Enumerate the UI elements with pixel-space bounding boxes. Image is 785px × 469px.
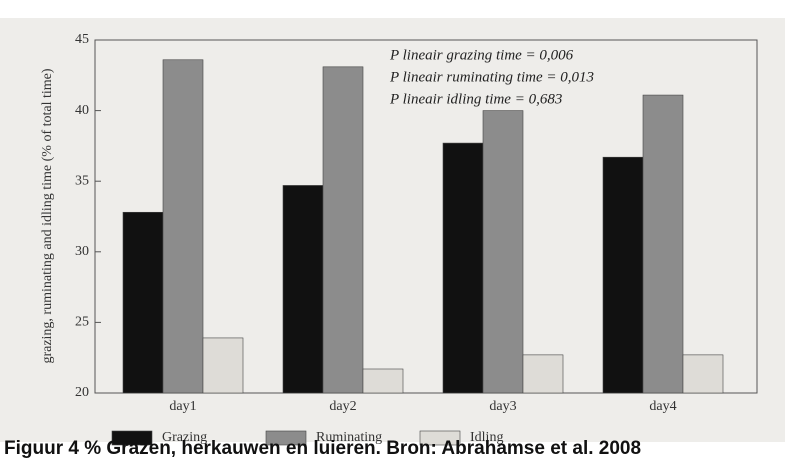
- legend-label: Ruminating: [316, 430, 382, 445]
- y-tick-label: 25: [75, 315, 89, 330]
- y-axis-label: grazing, ruminating and idling time (% o…: [40, 68, 55, 363]
- bar: [482, 110, 524, 394]
- legend-label: Grazing: [162, 430, 207, 445]
- bar: [522, 354, 564, 394]
- legend-swatch: [265, 430, 307, 446]
- bar: [602, 156, 644, 394]
- y-tick-label: 30: [75, 244, 89, 259]
- legend-swatch: [419, 430, 461, 446]
- plot-frame: [94, 39, 758, 394]
- bar: [362, 368, 404, 394]
- bar: [282, 185, 324, 394]
- legend-label: Idling: [470, 430, 503, 445]
- bar: [682, 354, 724, 394]
- x-tick-label: day1: [169, 399, 196, 414]
- bar: [122, 211, 164, 394]
- legend-swatch: [111, 430, 153, 446]
- annotation: P lineair idling time = 0,683: [389, 91, 562, 107]
- y-tick-label: 20: [75, 385, 89, 400]
- bar: [162, 59, 204, 394]
- caption: Figuur 4 % Grazen, herkauwen en luieren.…: [4, 438, 641, 459]
- y-tick-label: 45: [75, 32, 89, 47]
- annotation: P lineair ruminating time = 0,013: [389, 69, 594, 85]
- bar: [442, 142, 484, 394]
- bar: [202, 337, 244, 394]
- x-tick-label: day3: [489, 399, 516, 414]
- bar: [322, 66, 364, 394]
- annotation: P lineair grazing time = 0,006: [389, 47, 574, 63]
- bar: [642, 94, 684, 394]
- x-tick-label: day4: [649, 399, 676, 414]
- x-tick-label: day2: [329, 399, 356, 414]
- y-tick-label: 35: [75, 173, 89, 188]
- y-tick-label: 40: [75, 103, 89, 118]
